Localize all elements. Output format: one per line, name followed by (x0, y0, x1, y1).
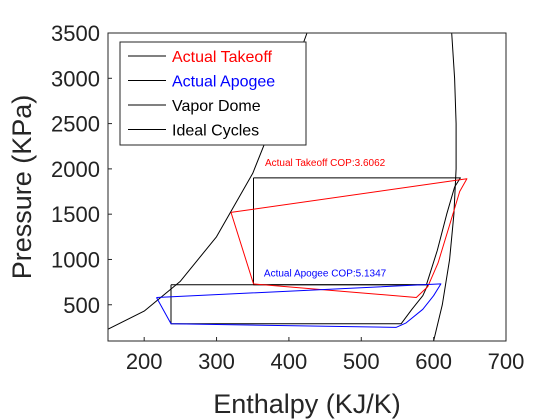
x-tick-label: 300 (198, 349, 235, 374)
y-tick-label: 500 (63, 293, 100, 318)
x-axis-label: Enthalpy (KJ/K) (213, 389, 401, 419)
x-tick-label: 500 (343, 349, 380, 374)
annotation-cop-1: Actual Apogee COP:5.1347 (264, 268, 387, 279)
series-line-actual-apogee-5 (156, 283, 442, 328)
series-line-actual-takeoff-4 (230, 178, 468, 298)
annotation-layer: Actual Takeoff COP:3.6062 Actual Apogee C… (264, 158, 387, 280)
x-tick-label: 700 (488, 349, 525, 374)
x-tick-label: 600 (415, 349, 452, 374)
legend-entry-0: Actual Takeoff (172, 49, 272, 66)
legend-entry-2: Vapor Dome (172, 98, 261, 115)
y-tick-label: 2500 (51, 112, 100, 137)
y-tick-label: 3500 (51, 21, 100, 46)
plot-frame (107, 32, 507, 342)
y-tick-label: 1000 (51, 247, 100, 272)
y-tick-label: 1500 (51, 202, 100, 227)
tick-layer: 200 300 400 500 600 700 500 1000 1500 2000 2500 300… (51, 21, 524, 374)
y-axis-label: Pressure (KPa) (7, 95, 37, 280)
y-tick-label: 2000 (51, 157, 100, 182)
legend-entry-1: Actual Apogee (172, 74, 275, 91)
legend-entry-3: Ideal Cycles (172, 123, 259, 140)
y-tick-label: 3000 (51, 66, 100, 91)
x-tick-label: 400 (271, 349, 308, 374)
x-tick-label: 200 (126, 349, 163, 374)
legend-box (119, 41, 307, 146)
legend: Actual Takeoff Actual Apogee Vapor Dome Ide… (119, 41, 307, 146)
series-line-vapor-dome-1 (433, 33, 457, 341)
annotation-cop-0: Actual Takeoff COP:3.6062 (265, 158, 386, 169)
